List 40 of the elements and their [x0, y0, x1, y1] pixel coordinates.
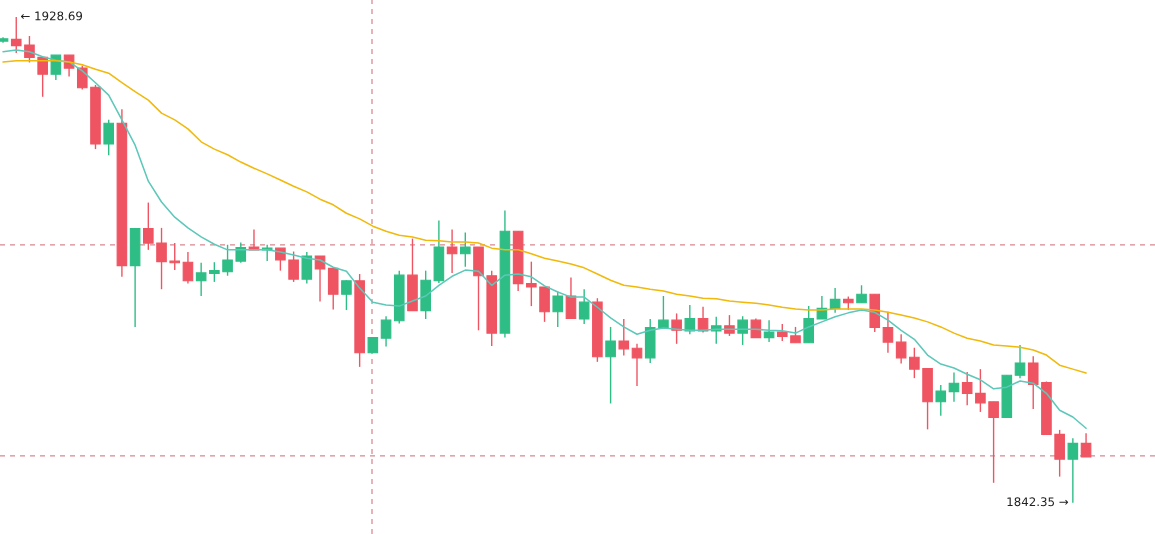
candlestick [1027, 355, 1039, 410]
candlestick [948, 371, 960, 403]
candlestick [143, 201, 154, 251]
candlestick [605, 326, 616, 405]
candlestick [446, 228, 458, 274]
candlestick [829, 287, 841, 314]
candlestick [882, 311, 894, 354]
candlestick [658, 295, 669, 329]
candlestick [156, 227, 167, 290]
annotation: 1842.35 → [1007, 497, 1069, 507]
candlestick [182, 251, 194, 285]
candlestick [975, 368, 986, 413]
candlestick [988, 401, 999, 484]
candlestick [526, 260, 537, 307]
candlestick [209, 261, 220, 283]
candlestick [618, 318, 630, 357]
candlestick [909, 347, 920, 379]
candlestick [195, 262, 207, 297]
candlestick [288, 250, 299, 283]
candlestick [301, 251, 313, 285]
candlestick [763, 319, 775, 343]
candlestick [895, 333, 907, 365]
candlestick [380, 315, 392, 348]
candlestick [341, 279, 352, 311]
candlestick [684, 304, 696, 335]
candlestick [10, 16, 22, 54]
candlestick [578, 288, 590, 325]
candlestick [1067, 437, 1079, 504]
candlestick [552, 290, 564, 328]
candlestick [222, 244, 233, 277]
candlestick [961, 371, 973, 406]
candlestick [169, 242, 181, 271]
candlestick [1080, 432, 1092, 458]
candlestick [314, 255, 326, 303]
candlestick [935, 384, 947, 417]
candlestick [103, 119, 115, 156]
candlestick [459, 231, 471, 268]
annotation: ← 1928.69 [20, 11, 83, 21]
candlestick [631, 343, 643, 387]
candlestick [1014, 344, 1026, 379]
